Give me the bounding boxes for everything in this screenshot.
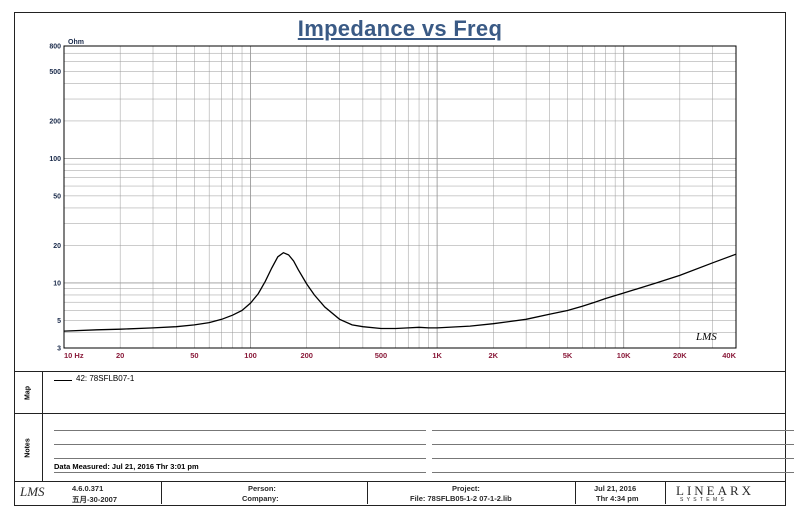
linearx-logo: LINEARX	[676, 483, 755, 498]
y-tick-label: 200	[49, 118, 61, 125]
legend-entry: 42: 78SFLB07-1	[76, 374, 135, 383]
notes-panel: Notes Data Measured: Jul 21, 2016 Thr 3:…	[14, 413, 794, 481]
map-side-label: Map	[14, 372, 43, 413]
x-tick-label: 500	[375, 351, 388, 360]
map-panel: Map 42: 78SFLB07-1	[14, 371, 786, 413]
person-label: Person:	[248, 484, 276, 493]
y-tick-label: 800	[49, 44, 61, 51]
project-label: Project:	[452, 484, 480, 493]
x-tick-label: 5K	[563, 351, 573, 360]
linearx-subtitle: S Y S T E M S	[680, 497, 725, 503]
plot-border	[63, 45, 737, 349]
version-date: 五月-30-2007	[72, 495, 118, 504]
note-line	[54, 430, 426, 431]
note-line	[432, 430, 794, 431]
note-line	[54, 444, 426, 445]
footer-version-cell: LMS 4.6.0.371 五月-30-2007	[14, 482, 162, 504]
x-tick-label: 10K	[617, 351, 631, 360]
version: 4.6.0.371	[72, 484, 104, 493]
company-label: Company:	[242, 494, 279, 503]
y-tick-labels: 800 500 200 100 50 20 10 5 3	[49, 44, 61, 353]
lms-annotation: LMS	[695, 331, 717, 343]
y-tick-label: 500	[49, 69, 61, 76]
x-tick-label: 20K	[673, 351, 687, 360]
notes-side-label: Notes	[14, 414, 43, 481]
y-tick-label: 5	[57, 318, 61, 325]
note-line	[432, 458, 794, 459]
footer-time: Thr 4:34 pm	[596, 494, 639, 503]
note-line	[54, 472, 426, 473]
data-measured: Data Measured: Jul 21, 2016 Thr 3:01 pm	[54, 462, 199, 471]
footer-date-cell: Jul 21, 2016 Thr 4:34 pm	[576, 482, 666, 504]
project-file: File: 78SFLB05-1-2 07-1-2.lib	[410, 494, 512, 503]
y-tick-label: 20	[53, 243, 61, 250]
footer-date: Jul 21, 2016	[594, 484, 637, 493]
report-frame	[14, 12, 786, 506]
x-tick-label: 50	[190, 351, 198, 360]
note-line	[432, 472, 794, 473]
grid	[63, 45, 737, 349]
x-tick-label: 100	[244, 351, 257, 360]
legend-swatch	[54, 380, 72, 381]
footer: LMS 4.6.0.371 五月-30-2007 Person: Company…	[14, 481, 786, 506]
footer-project-cell: Project: File: 78SFLB05-1-2 07-1-2.lib	[368, 482, 576, 504]
x-tick-label: 200	[300, 351, 313, 360]
y-tick-label: 3	[57, 346, 61, 353]
y-tick-label: 10	[53, 280, 61, 287]
x-tick-label: 10 Hz	[64, 351, 84, 360]
note-line	[432, 444, 794, 445]
x-tick-label: 1K	[432, 351, 442, 360]
x-tick-label: 40K	[722, 351, 736, 360]
impedance-curve	[63, 251, 737, 332]
y-axis-label: Ohm	[68, 39, 84, 46]
footer-brand-cell: LINEARX S Y S T E M S	[666, 482, 784, 504]
lms-logo: LMS	[20, 484, 45, 499]
y-tick-label: 100	[49, 156, 61, 163]
x-tick-labels: 10 Hz 20 50 100 200 500 1K 2K 5K 10K 20K 40K	[64, 351, 737, 360]
x-tick-label: 20	[116, 351, 124, 360]
x-tick-label: 2K	[488, 351, 498, 360]
note-line	[54, 458, 426, 459]
chart-title: Impedance vs Freq	[297, 16, 503, 41]
y-tick-label: 50	[53, 193, 61, 200]
footer-person-cell: Person: Company:	[162, 482, 368, 504]
